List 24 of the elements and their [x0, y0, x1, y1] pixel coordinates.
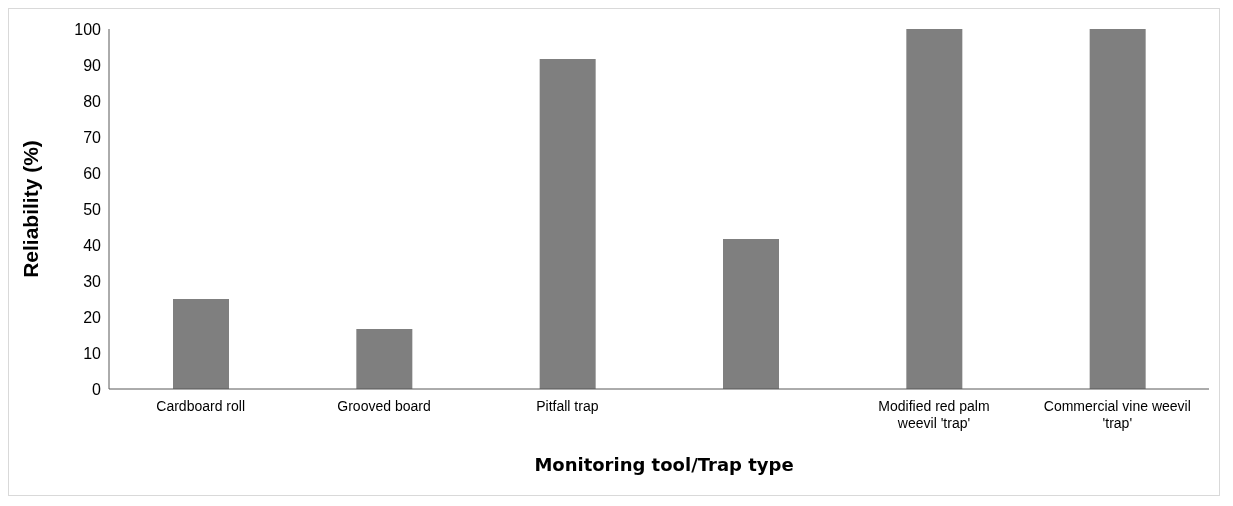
y-tick-label: 100 [74, 20, 102, 38]
x-tick-label: Modified red palm weevil 'trap' [878, 398, 990, 431]
bar [723, 238, 779, 389]
bar [906, 29, 963, 389]
y-tick-label: 70 [83, 128, 102, 146]
y-axis-title: Reliability (%) [19, 140, 43, 278]
x-tick-label: Cardboard roll [156, 398, 246, 414]
bar [356, 328, 413, 389]
bar [539, 58, 596, 389]
y-tick-label: 40 [83, 236, 102, 254]
x-tick-label: Pitfall trap [536, 398, 599, 414]
y-tick-label: 50 [83, 200, 102, 218]
y-tick-label: 90 [83, 56, 102, 74]
bar [173, 299, 229, 389]
y-tick-label: 80 [83, 92, 102, 110]
y-tick-label: 20 [83, 308, 102, 326]
y-tick-label: 0 [92, 380, 102, 398]
bar [1089, 29, 1146, 389]
y-tick-label: 10 [83, 344, 102, 362]
x-tick-label: Commercial vine weevil 'trap' [1043, 398, 1191, 431]
y-tick-label: 30 [83, 272, 102, 290]
x-tick-label: Grooved board [337, 398, 431, 414]
x-axis-title: Monitoring tool/Trap type [533, 454, 795, 475]
y-tick-label: 60 [83, 164, 102, 182]
